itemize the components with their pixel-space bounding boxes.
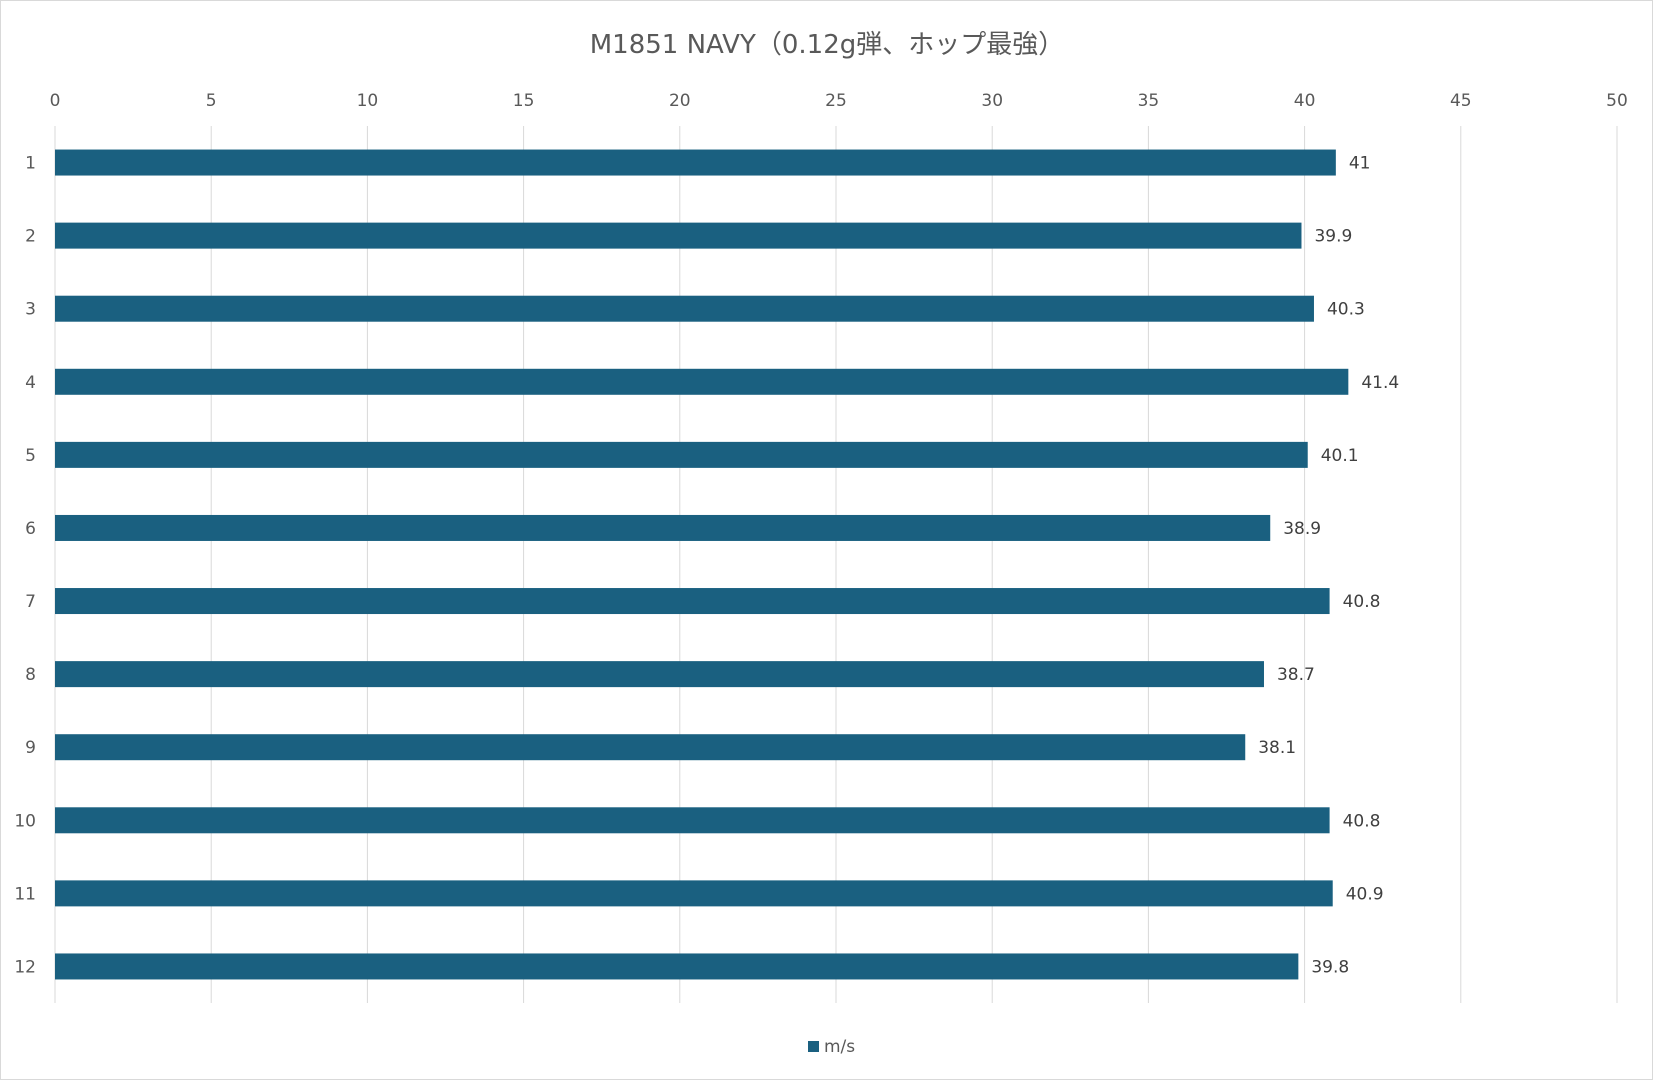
x-tick-label: 15	[513, 91, 535, 111]
y-category-label: 8	[25, 665, 36, 685]
chart-title: M1851 NAVY（0.12g弾、ホップ最強）	[590, 30, 1065, 60]
legend-swatch	[808, 1041, 819, 1052]
bar-10	[55, 807, 1330, 834]
bar-8	[55, 661, 1264, 688]
y-category-label: 9	[25, 738, 36, 758]
y-category-label: 11	[14, 884, 36, 904]
bar-9	[55, 734, 1246, 761]
y-category-label: 1	[25, 154, 36, 174]
data-label: 39.8	[1311, 957, 1349, 977]
data-label: 38.9	[1283, 519, 1321, 539]
x-tick-label: 45	[1450, 91, 1472, 111]
bar-2	[55, 222, 1302, 249]
x-tick-label: 5	[206, 91, 217, 111]
data-label: 40.3	[1327, 300, 1365, 320]
y-category-label: 4	[25, 373, 36, 393]
legend: m/s	[808, 1037, 855, 1057]
y-category-label: 7	[25, 592, 36, 612]
x-tick-label: 10	[357, 91, 379, 111]
x-tick-label: 35	[1138, 91, 1160, 111]
x-axis-ticks: 0 5 10 15 20 25 30 35 40 45 50	[50, 91, 1628, 111]
data-label: 40.8	[1343, 592, 1381, 612]
y-category-label: 6	[25, 519, 36, 539]
bar-5	[55, 441, 1308, 468]
data-label: 40.1	[1321, 446, 1359, 466]
y-category-label: 5	[25, 446, 36, 466]
bar-4	[55, 368, 1349, 395]
legend-label: m/s	[824, 1037, 855, 1057]
x-tick-label: 0	[50, 91, 61, 111]
x-tick-label: 25	[825, 91, 847, 111]
bar-7	[55, 588, 1330, 615]
x-tick-label: 50	[1606, 91, 1628, 111]
x-tick-label: 30	[981, 91, 1003, 111]
bar-12	[55, 953, 1299, 980]
y-category-label: 12	[14, 957, 36, 977]
bar-1	[55, 149, 1336, 176]
y-category-label: 3	[25, 300, 36, 320]
y-category-label: 2	[25, 227, 36, 247]
y-category-label: 10	[14, 811, 36, 831]
gridlines	[54, 126, 1618, 1003]
data-labels: 41 39.9 40.3 41.4 40.1 38.9 40.8 38.7 38.1 40.8 40…	[1258, 154, 1399, 978]
data-label: 39.9	[1314, 227, 1352, 247]
x-tick-label: 20	[669, 91, 691, 111]
data-label: 40.8	[1343, 811, 1381, 831]
data-label: 38.1	[1258, 738, 1296, 758]
bar-6	[55, 514, 1271, 541]
data-label: 41.4	[1361, 373, 1399, 393]
data-label: 38.7	[1277, 665, 1315, 685]
bar-3	[55, 295, 1314, 322]
data-label: 40.9	[1346, 884, 1384, 904]
bar-11	[55, 880, 1333, 907]
x-tick-label: 40	[1294, 91, 1316, 111]
data-label: 41	[1349, 154, 1371, 174]
bars	[55, 149, 1349, 980]
